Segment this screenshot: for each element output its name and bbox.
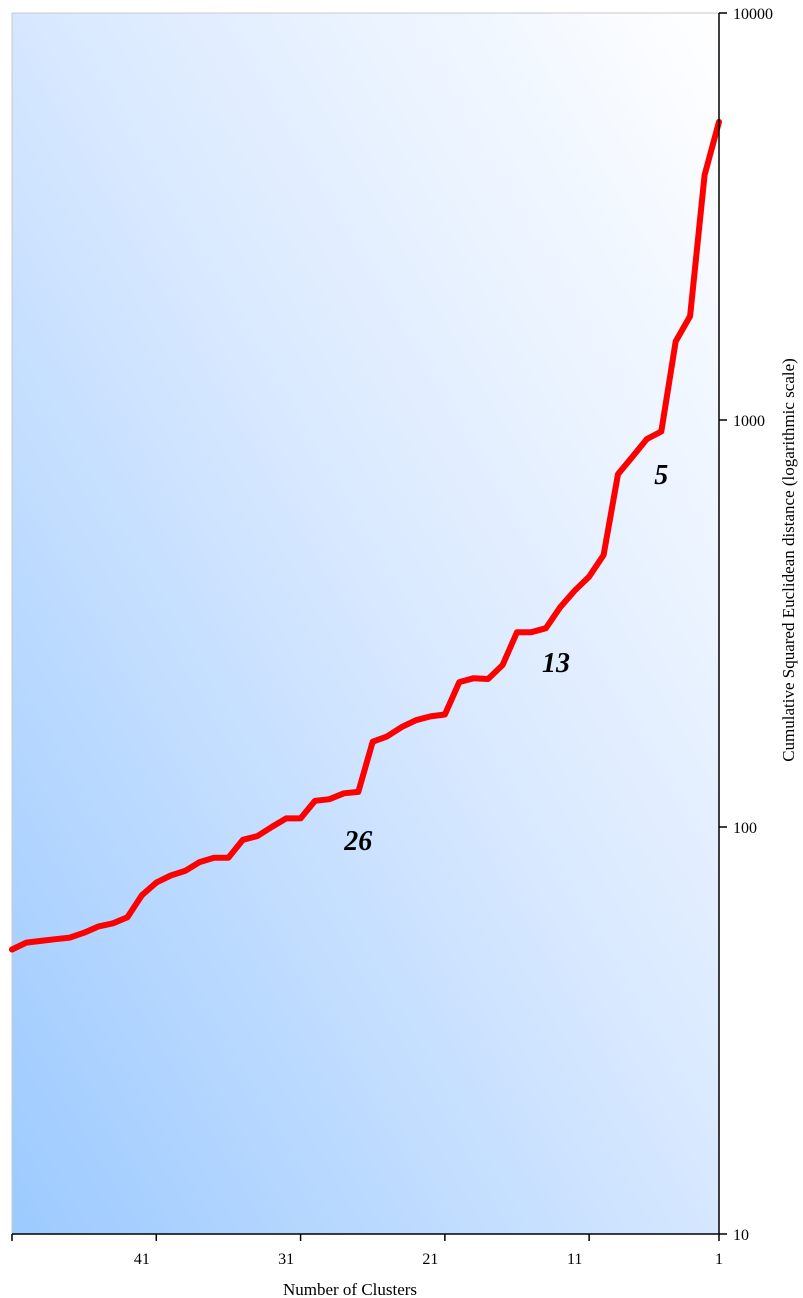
y-tick-label: 10 [733, 1227, 749, 1244]
series-layer [9, 118, 722, 953]
y-tick-label: 100 [733, 820, 757, 837]
cluster-annotation: 26 [343, 826, 372, 857]
y-axis-title: Cumulative Squared Euclidean distance (l… [779, 358, 798, 762]
cluster-annotation: 13 [542, 648, 570, 679]
x-tick-label: 31 [278, 1251, 294, 1268]
series-line [9, 118, 722, 953]
plot-area-background [12, 13, 719, 1234]
x-tick-label: 1 [715, 1251, 723, 1268]
x-axis-title: Number of Clusters [283, 1280, 417, 1298]
x-tick-label: 41 [134, 1251, 150, 1268]
cluster-annotation: 5 [654, 460, 668, 491]
axes-layer [11, 12, 727, 1241]
x-tick-label: 21 [422, 1251, 438, 1268]
x-tick-label: 11 [567, 1251, 582, 1268]
y-tick-label: 1000 [733, 413, 765, 430]
y-tick-label: 10000 [733, 6, 773, 23]
